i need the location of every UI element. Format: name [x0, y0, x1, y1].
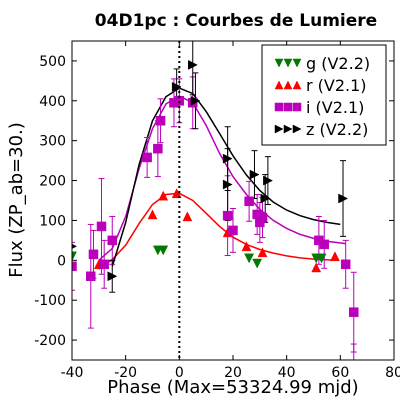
y-axis-label: Flux (ZP_ab=30.) [6, 122, 27, 278]
y-tick-label: 0 [57, 253, 66, 269]
data-point [171, 188, 182, 199]
fit-curves [98, 87, 346, 270]
y-tick-label: 100 [39, 213, 66, 229]
fit-curve [111, 87, 341, 267]
data-point [263, 175, 273, 186]
legend-marker [283, 102, 293, 112]
data-point [190, 95, 201, 106]
x-tick-label: 0 [175, 365, 184, 381]
x-tick-label: 20 [224, 365, 242, 381]
data-point [96, 221, 107, 232]
data-point [260, 193, 271, 204]
data-point [241, 241, 252, 252]
chart-title: 04D1pc : Courbes de Lumiere [95, 11, 377, 31]
legend-label: g (V2.2) [306, 54, 370, 73]
fit-curve [98, 95, 346, 261]
legend-marker [292, 58, 302, 68]
data-point [158, 190, 169, 201]
legend-marker [283, 124, 293, 134]
legend-marker [283, 58, 293, 68]
x-tick-label: -20 [114, 365, 137, 381]
data-point [153, 143, 163, 154]
legend-marker [274, 102, 284, 112]
data-point [171, 81, 182, 92]
data-point [158, 245, 169, 256]
data-point [249, 169, 260, 180]
data-point [182, 211, 193, 222]
data-point [72, 251, 77, 262]
data-point [349, 307, 359, 317]
data-point [349, 363, 358, 372]
data-point [107, 235, 117, 246]
legend-marker [274, 80, 284, 90]
data-point [107, 271, 118, 282]
data-point [244, 253, 255, 264]
data-point [188, 60, 198, 70]
data-point [72, 261, 77, 272]
legend: g (V2.2) r (V2.1) i (V2.1) z (V2.2) [261, 44, 387, 146]
legend-box [261, 44, 387, 146]
x-axis-label: Phase (Max=53324.99 mjd) [107, 377, 358, 398]
y-tick-label: -200 [34, 333, 66, 349]
data-point [222, 210, 233, 221]
data-point [311, 262, 322, 273]
y-tick-label: -100 [34, 293, 66, 309]
y-tick-label: 300 [39, 134, 66, 150]
y-tick-label: 200 [39, 174, 66, 190]
data-point [147, 209, 158, 220]
legend-label: z (V2.2) [306, 120, 368, 139]
data-point [257, 247, 268, 258]
data-point [228, 225, 238, 236]
fit-curve [98, 192, 336, 270]
data-point [155, 116, 166, 126]
data-point [340, 259, 351, 270]
data-point [72, 243, 78, 249]
legend-label: i (V2.1) [306, 98, 364, 117]
data-point [338, 193, 349, 204]
data-point [88, 249, 99, 260]
legend-marker [292, 124, 302, 134]
legend-marker [292, 102, 302, 112]
data-point [252, 258, 263, 269]
data-points [72, 60, 359, 372]
data-point [86, 271, 96, 282]
x-tick-label: 40 [278, 365, 296, 381]
legend-marker [283, 80, 293, 90]
legend-marker [274, 58, 284, 68]
legend-marker [274, 124, 284, 134]
legend-label: r (V2.1) [306, 76, 367, 95]
legend-marker [292, 80, 302, 90]
data-point [330, 251, 340, 262]
data-point [316, 253, 327, 264]
data-point [319, 239, 329, 250]
x-tick-label: 80 [385, 365, 400, 381]
data-point [222, 153, 233, 164]
data-point [142, 152, 152, 163]
y-tick-label: 400 [39, 94, 66, 110]
x-tick-label: 60 [331, 365, 349, 381]
x-tick-label: -40 [61, 365, 84, 381]
data-point [99, 259, 109, 270]
y-tick-label: 500 [39, 54, 66, 70]
data-point [244, 196, 254, 207]
data-point [257, 212, 268, 223]
data-point [222, 179, 233, 190]
